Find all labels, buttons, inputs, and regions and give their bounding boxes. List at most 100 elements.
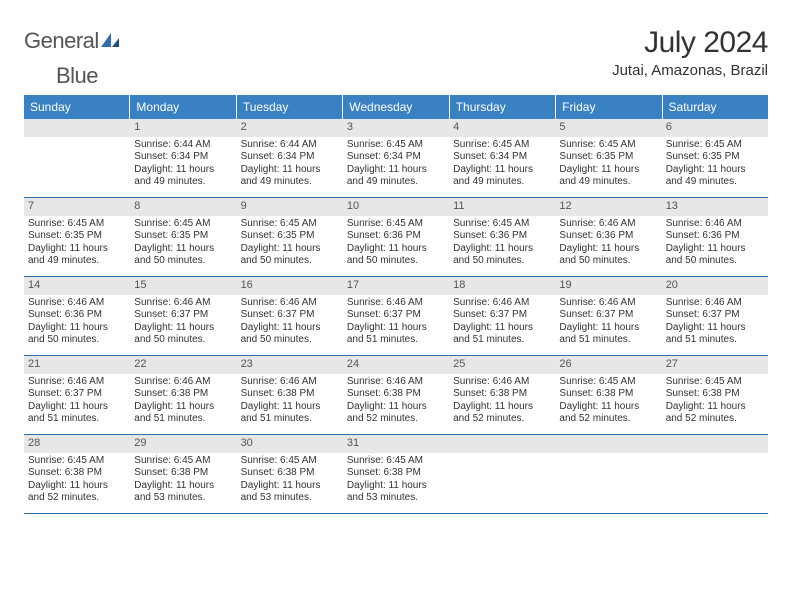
title-block: July 2024 Jutai, Amazonas, Brazil xyxy=(612,26,768,79)
daylight-text: Daylight: 11 hours and 51 minutes. xyxy=(347,322,445,347)
day-body: Sunrise: 6:46 AMSunset: 6:36 PMDaylight:… xyxy=(662,216,768,272)
day-cell: 24 Sunrise: 6:46 AMSunset: 6:38 PMDayligh… xyxy=(343,356,449,434)
day-body xyxy=(555,453,661,509)
day-cell xyxy=(555,435,661,513)
sunset-text: Sunset: 6:36 PM xyxy=(559,230,657,243)
sunrise-text: Sunrise: 6:45 AM xyxy=(134,218,232,231)
week-row: 21Sunrise: 6:46 AMSunset: 6:37 PMDayligh… xyxy=(24,356,768,435)
day-body: Sunrise: 6:45 AMSunset: 6:35 PMDaylight:… xyxy=(24,216,130,272)
sunrise-text: Sunrise: 6:44 AM xyxy=(241,139,339,152)
sunset-text: Sunset: 6:37 PM xyxy=(666,309,764,322)
day-number: 25 xyxy=(449,356,555,374)
day-body: Sunrise: 6:45 AMSunset: 6:35 PMDaylight:… xyxy=(130,216,236,272)
day-number: 7 xyxy=(24,198,130,216)
week-row: 7Sunrise: 6:45 AMSunset: 6:35 PMDaylight… xyxy=(24,198,768,277)
day-body: Sunrise: 6:45 AMSunset: 6:38 PMDaylight:… xyxy=(130,453,236,509)
weekday-saturday: Saturday xyxy=(663,95,768,119)
day-cell: 18Sunrise: 6:46 AMSunset: 6:37 PMDayligh… xyxy=(449,277,555,355)
day-cell xyxy=(662,435,768,513)
daylight-text: Daylight: 11 hours and 51 minutes. xyxy=(559,322,657,347)
sunrise-text: Sunrise: 6:46 AM xyxy=(347,376,445,389)
week-row: 28Sunrise: 6:45 AMSunset: 6:38 PMDayligh… xyxy=(24,435,768,514)
sunrise-text: Sunrise: 6:45 AM xyxy=(134,455,232,468)
sunrise-text: Sunrise: 6:46 AM xyxy=(241,297,339,310)
calendar-page: General July 2024 Jutai, Amazonas, Brazi… xyxy=(0,0,792,514)
day-number: 20 xyxy=(662,277,768,295)
day-cell: 10Sunrise: 6:45 AMSunset: 6:36 PMDayligh… xyxy=(343,198,449,276)
day-body: Sunrise: 6:46 AMSunset: 6:37 PMDaylight:… xyxy=(24,374,130,430)
sunset-text: Sunset: 6:37 PM xyxy=(28,388,126,401)
daylight-text: Daylight: 11 hours and 50 minutes. xyxy=(241,243,339,268)
daylight-text: Daylight: 11 hours and 51 minutes. xyxy=(28,401,126,426)
day-number: 23 xyxy=(237,356,343,374)
sunset-text: Sunset: 6:38 PM xyxy=(134,467,232,480)
day-number xyxy=(662,435,768,453)
sunrise-text: Sunrise: 6:45 AM xyxy=(241,218,339,231)
day-body: Sunrise: 6:45 AMSunset: 6:38 PMDaylight:… xyxy=(343,453,449,509)
day-number: 1 xyxy=(130,119,236,137)
sunrise-text: Sunrise: 6:46 AM xyxy=(134,376,232,389)
sunrise-text: Sunrise: 6:45 AM xyxy=(347,139,445,152)
week-row: 14Sunrise: 6:46 AMSunset: 6:36 PMDayligh… xyxy=(24,277,768,356)
daylight-text: Daylight: 11 hours and 50 minutes. xyxy=(347,243,445,268)
sunset-text: Sunset: 6:37 PM xyxy=(241,309,339,322)
sunset-text: Sunset: 6:38 PM xyxy=(28,467,126,480)
weekday-friday: Friday xyxy=(556,95,662,119)
sunrise-text: Sunrise: 6:46 AM xyxy=(347,297,445,310)
day-cell: 7Sunrise: 6:45 AMSunset: 6:35 PMDaylight… xyxy=(24,198,130,276)
daylight-text: Daylight: 11 hours and 53 minutes. xyxy=(134,480,232,505)
sail-icon xyxy=(99,31,121,51)
sunrise-text: Sunrise: 6:46 AM xyxy=(134,297,232,310)
day-body: Sunrise: 6:46 AMSunset: 6:36 PMDaylight:… xyxy=(24,295,130,351)
daylight-text: Daylight: 11 hours and 52 minutes. xyxy=(347,401,445,426)
daylight-text: Daylight: 11 hours and 52 minutes. xyxy=(453,401,551,426)
daylight-text: Daylight: 11 hours and 50 minutes. xyxy=(134,243,232,268)
day-cell xyxy=(449,435,555,513)
day-cell: 5Sunrise: 6:45 AMSunset: 6:35 PMDaylight… xyxy=(555,119,661,197)
day-body xyxy=(662,453,768,509)
brand-logo: General xyxy=(24,28,123,54)
day-cell: 6Sunrise: 6:45 AMSunset: 6:35 PMDaylight… xyxy=(662,119,768,197)
daylight-text: Daylight: 11 hours and 49 minutes. xyxy=(347,164,445,189)
daylight-text: Daylight: 11 hours and 50 minutes. xyxy=(666,243,764,268)
day-number: 13 xyxy=(662,198,768,216)
location-text: Jutai, Amazonas, Brazil xyxy=(612,62,768,79)
day-cell: 31Sunrise: 6:45 AMSunset: 6:38 PMDayligh… xyxy=(343,435,449,513)
day-cell: 22Sunrise: 6:46 AMSunset: 6:38 PMDayligh… xyxy=(130,356,236,434)
day-number: 14 xyxy=(24,277,130,295)
day-body xyxy=(24,137,130,193)
daylight-text: Daylight: 11 hours and 49 minutes. xyxy=(28,243,126,268)
day-cell: 9Sunrise: 6:45 AMSunset: 6:35 PMDaylight… xyxy=(237,198,343,276)
day-number: 24 xyxy=(343,356,449,374)
day-body: Sunrise: 6:46 AMSunset: 6:37 PMDaylight:… xyxy=(130,295,236,351)
sunset-text: Sunset: 6:36 PM xyxy=(453,230,551,243)
day-body: Sunrise: 6:46 AMSunset: 6:36 PMDaylight:… xyxy=(555,216,661,272)
day-body: Sunrise: 6:45 AMSunset: 6:35 PMDaylight:… xyxy=(555,137,661,193)
sunset-text: Sunset: 6:38 PM xyxy=(134,388,232,401)
sunset-text: Sunset: 6:35 PM xyxy=(134,230,232,243)
day-cell: 12Sunrise: 6:46 AMSunset: 6:36 PMDayligh… xyxy=(555,198,661,276)
day-cell xyxy=(24,119,130,197)
sunrise-text: Sunrise: 6:45 AM xyxy=(28,218,126,231)
sunset-text: Sunset: 6:38 PM xyxy=(241,388,339,401)
day-body: Sunrise: 6:46 AMSunset: 6:37 PMDaylight:… xyxy=(449,295,555,351)
weeks-container: 1Sunrise: 6:44 AMSunset: 6:34 PMDaylight… xyxy=(24,119,768,514)
weekday-thursday: Thursday xyxy=(450,95,556,119)
month-title: July 2024 xyxy=(612,26,768,60)
day-cell: 19Sunrise: 6:46 AMSunset: 6:37 PMDayligh… xyxy=(555,277,661,355)
sunset-text: Sunset: 6:38 PM xyxy=(347,388,445,401)
daylight-text: Daylight: 11 hours and 49 minutes. xyxy=(666,164,764,189)
day-cell: 27Sunrise: 6:45 AMSunset: 6:38 PMDayligh… xyxy=(662,356,768,434)
day-number: 28 xyxy=(24,435,130,453)
sunset-text: Sunset: 6:38 PM xyxy=(666,388,764,401)
day-body: Sunrise: 6:45 AMSunset: 6:34 PMDaylight:… xyxy=(449,137,555,193)
sunrise-text: Sunrise: 6:45 AM xyxy=(347,218,445,231)
day-cell: 14Sunrise: 6:46 AMSunset: 6:36 PMDayligh… xyxy=(24,277,130,355)
daylight-text: Daylight: 11 hours and 49 minutes. xyxy=(559,164,657,189)
day-cell: 1Sunrise: 6:44 AMSunset: 6:34 PMDaylight… xyxy=(130,119,236,197)
daylight-text: Daylight: 11 hours and 50 minutes. xyxy=(559,243,657,268)
sunrise-text: Sunrise: 6:46 AM xyxy=(666,218,764,231)
day-number: 9 xyxy=(237,198,343,216)
sunset-text: Sunset: 6:38 PM xyxy=(347,467,445,480)
daylight-text: Daylight: 11 hours and 51 minutes. xyxy=(666,322,764,347)
